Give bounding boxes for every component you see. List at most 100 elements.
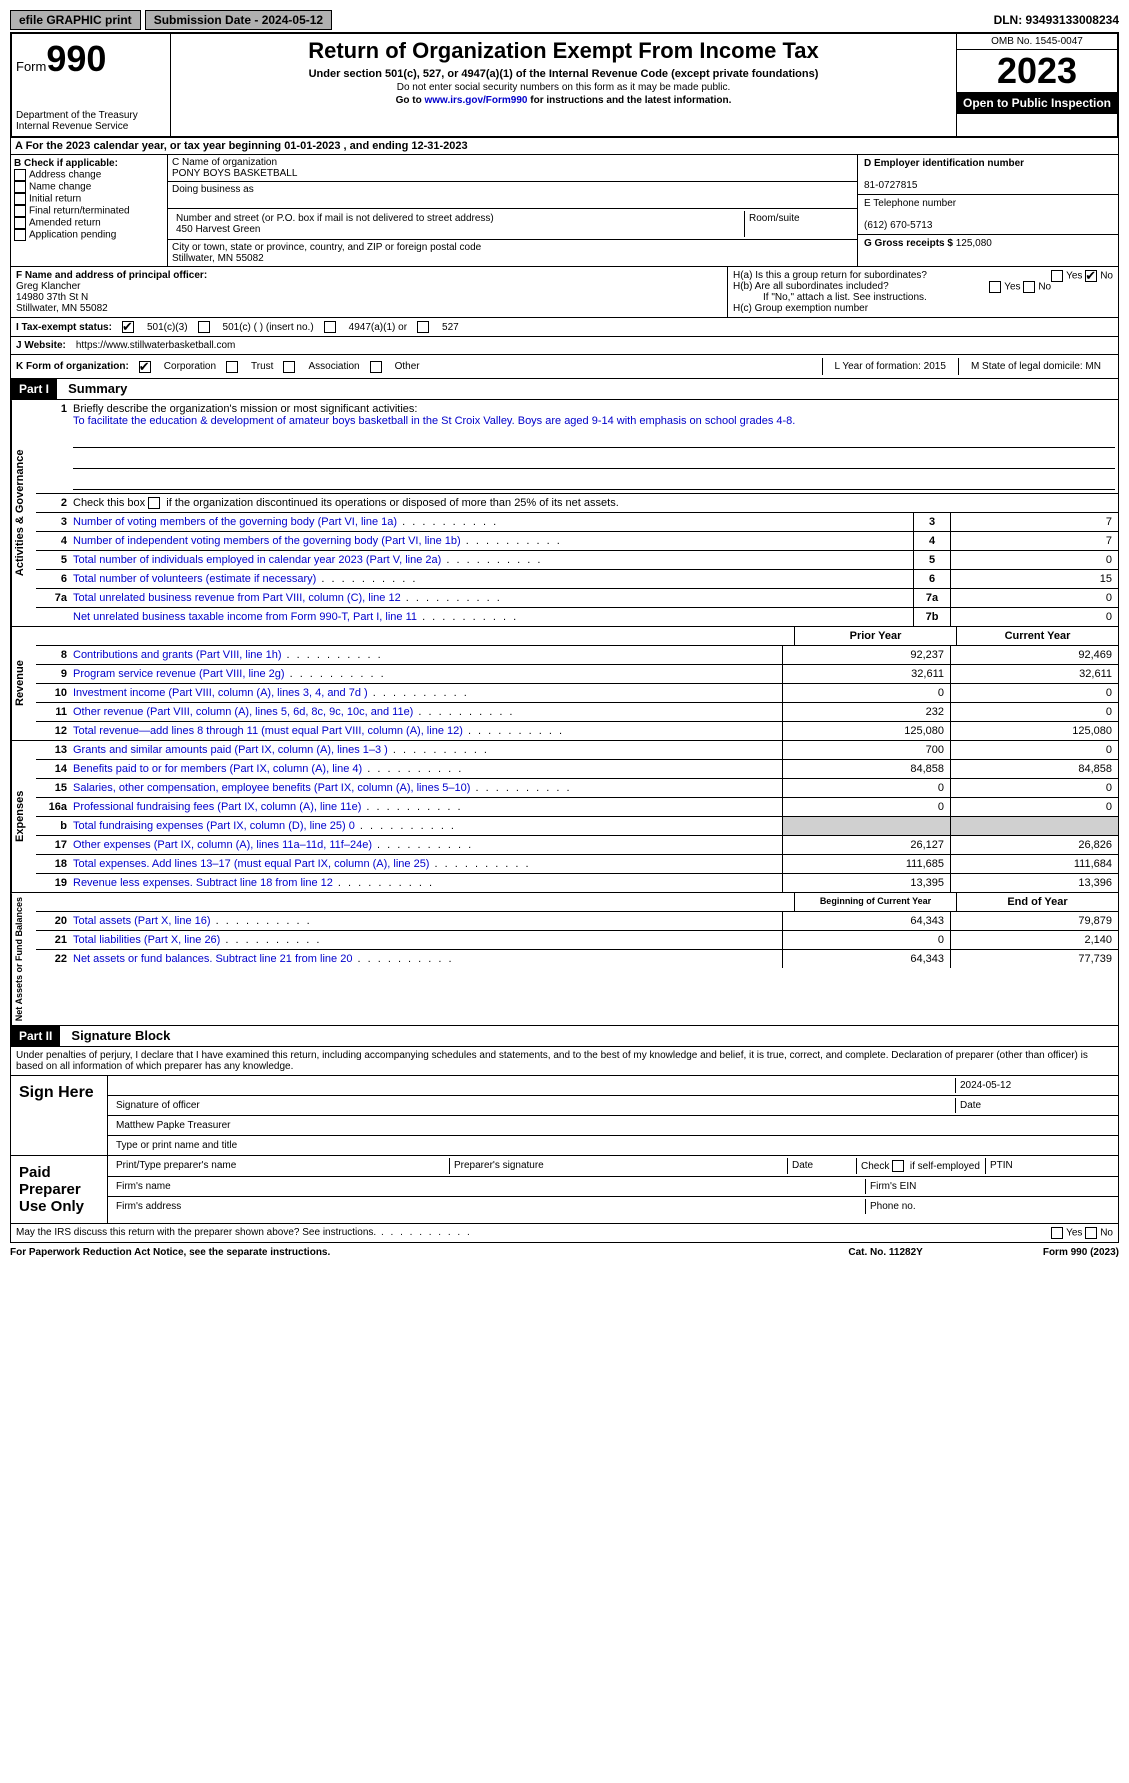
row-prior (782, 817, 950, 835)
cb-self-employed[interactable] (892, 1160, 904, 1172)
line-a: A For the 2023 calendar year, or tax yea… (10, 138, 1119, 155)
phone-value: (612) 670-5713 (864, 220, 932, 231)
line7a-desc: Total unrelated business revenue from Pa… (70, 589, 913, 607)
form-title: Return of Organization Exempt From Incom… (175, 38, 952, 64)
officer-addr1: 14980 37th St N (16, 292, 88, 303)
year-formation: L Year of formation: 2015 (822, 358, 958, 375)
checkbox-name-change[interactable] (14, 181, 26, 193)
discuss-no[interactable] (1085, 1227, 1097, 1239)
hc-label: H(c) Group exemption number (733, 303, 1113, 314)
opt-527: 527 (442, 322, 459, 333)
firm-addr-label: Firm's address (112, 1199, 865, 1214)
checkbox-initial-return[interactable] (14, 193, 26, 205)
opt-trust: Trust (251, 361, 273, 372)
checkbox-application-pending[interactable] (14, 229, 26, 241)
opt-final-return: Final return/terminated (29, 206, 130, 217)
cb-501c3[interactable] (122, 321, 134, 333)
paid-preparer-label: Paid Preparer Use Only (11, 1156, 108, 1223)
officer-name: Greg Klancher (16, 281, 80, 292)
row-desc: Investment income (Part VIII, column (A)… (70, 684, 782, 702)
row-curr: 26,826 (950, 836, 1118, 854)
opt-initial-return: Initial return (29, 194, 81, 205)
row-desc: Grants and similar amounts paid (Part IX… (70, 741, 782, 759)
public-inspection: Open to Public Inspection (957, 92, 1117, 114)
form-org-label: K Form of organization: (16, 361, 129, 372)
row-prior: 0 (782, 684, 950, 702)
table-row: 16aProfessional fundraising fees (Part I… (36, 798, 1118, 817)
revenue-label: Revenue (11, 627, 36, 740)
table-row: 12Total revenue—add lines 8 through 11 (… (36, 722, 1118, 740)
ha-no[interactable] (1085, 270, 1097, 282)
sig-officer-label: Signature of officer (112, 1098, 955, 1113)
table-row: 11Other revenue (Part VIII, column (A), … (36, 703, 1118, 722)
row-desc: Revenue less expenses. Subtract line 18 … (70, 874, 782, 892)
row-prior: 125,080 (782, 722, 950, 740)
checkbox-address-change[interactable] (14, 169, 26, 181)
table-row: 19Revenue less expenses. Subtract line 1… (36, 874, 1118, 892)
line7b-desc: Net unrelated business taxable income fr… (70, 608, 913, 626)
phone-label: E Telephone number (864, 198, 956, 209)
sign-here-label: Sign Here (11, 1076, 108, 1155)
declaration: Under penalties of perjury, I declare th… (11, 1047, 1118, 1076)
ssn-note: Do not enter social security numbers on … (175, 82, 952, 93)
current-year-hdr: Current Year (956, 627, 1118, 645)
row-desc: Total expenses. Add lines 13–17 (must eq… (70, 855, 782, 873)
irs-link[interactable]: www.irs.gov/Form990 (424, 95, 527, 106)
opt-name-change: Name change (29, 182, 91, 193)
checkbox-amended[interactable] (14, 217, 26, 229)
cb-assoc[interactable] (283, 361, 295, 373)
hb-no[interactable] (1023, 281, 1035, 293)
expenses-label: Expenses (11, 741, 36, 892)
row-curr: 32,611 (950, 665, 1118, 683)
netassets-label: Net Assets or Fund Balances (11, 893, 36, 1025)
cb-corp[interactable] (139, 361, 151, 373)
cb-501c[interactable] (198, 321, 210, 333)
dept-label: Department of the Treasury (16, 110, 166, 121)
part1-tag: Part I (11, 379, 57, 399)
opt-other: Other (395, 361, 420, 372)
table-row: 14Benefits paid to or for members (Part … (36, 760, 1118, 779)
row-curr: 0 (950, 741, 1118, 759)
footer-mid: Cat. No. 11282Y (848, 1247, 922, 1258)
cb-other[interactable] (370, 361, 382, 373)
row-j: J Website: https://www.stillwaterbasketb… (10, 337, 1119, 355)
line4-desc: Number of independent voting members of … (70, 532, 913, 550)
line7a-val: 0 (950, 589, 1118, 607)
street-value: 450 Harvest Green (176, 224, 740, 235)
officer-addr2: Stillwater, MN 55082 (16, 303, 108, 314)
row-prior: 26,127 (782, 836, 950, 854)
submission-date-button[interactable]: Submission Date - 2024-05-12 (145, 10, 332, 30)
cb-4947[interactable] (324, 321, 336, 333)
cb-527[interactable] (417, 321, 429, 333)
sig-date: 2024-05-12 (955, 1078, 1114, 1093)
part2-bar: Part II Signature Block (10, 1026, 1119, 1047)
efile-button[interactable]: efile GRAPHIC print (10, 10, 141, 30)
opt-address-change: Address change (29, 170, 101, 181)
header-grid: B Check if applicable: Address change Na… (10, 155, 1119, 267)
opt-4947: 4947(a)(1) or (349, 322, 407, 333)
line2: Check this box if the organization disco… (70, 494, 1118, 512)
checkbox-final-return[interactable] (14, 205, 26, 217)
row-curr: 125,080 (950, 722, 1118, 740)
hb-yes[interactable] (989, 281, 1001, 293)
dln-label: DLN: 93493133008234 (994, 13, 1119, 27)
firm-ein-label: Firm's EIN (865, 1179, 1114, 1194)
row-curr: 0 (950, 703, 1118, 721)
cb-trust[interactable] (226, 361, 238, 373)
discuss-yes[interactable] (1051, 1227, 1063, 1239)
form-990-label: Form990 (16, 38, 166, 80)
mission-text: To facilitate the education & developmen… (73, 415, 795, 427)
firm-phone-label: Phone no. (865, 1199, 1114, 1214)
cb-discontinued[interactable] (148, 497, 160, 509)
row-prior: 111,685 (782, 855, 950, 873)
row-curr: 111,684 (950, 855, 1118, 873)
ha-yes[interactable] (1051, 270, 1063, 282)
omb-number: OMB No. 1545-0047 (957, 34, 1117, 50)
opt-501c: 501(c) ( ) (insert no.) (223, 322, 314, 333)
opt-corp: Corporation (164, 361, 216, 372)
ein-label: D Employer identification number (864, 158, 1024, 169)
table-row: 8Contributions and grants (Part VIII, li… (36, 646, 1118, 665)
top-bar: efile GRAPHIC print Submission Date - 20… (10, 10, 1119, 30)
line5-desc: Total number of individuals employed in … (70, 551, 913, 569)
col-d: D Employer identification number 81-0727… (857, 155, 1118, 266)
